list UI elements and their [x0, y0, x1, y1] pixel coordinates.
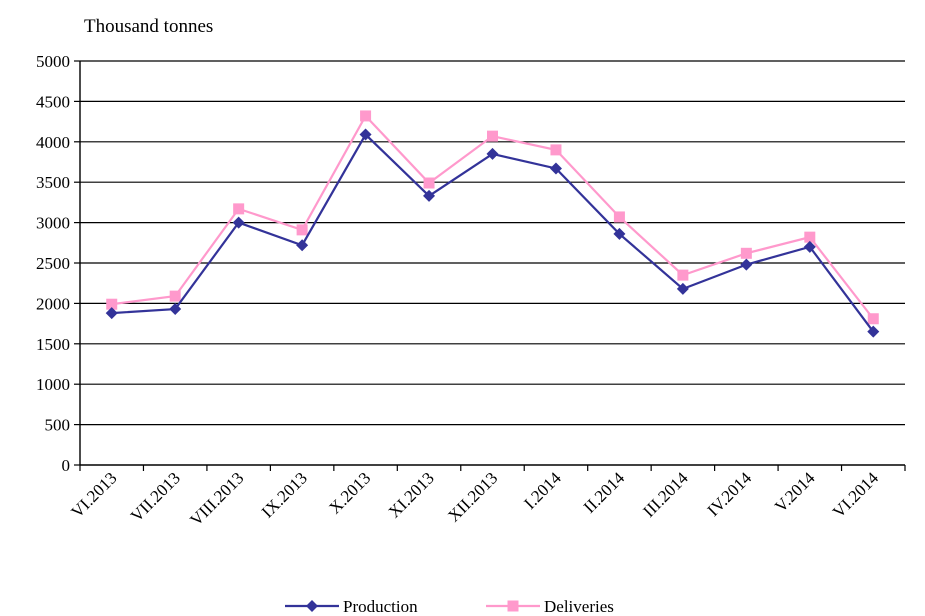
- legend-marker: [306, 600, 318, 612]
- data-point: [232, 216, 245, 229]
- x-tick-label: I.2014: [520, 468, 565, 513]
- data-point: [296, 224, 308, 236]
- y-tick-label: 2500: [36, 254, 70, 273]
- data-point: [296, 239, 309, 252]
- series-line: [111, 114, 875, 320]
- data-point: [105, 307, 118, 320]
- data-point: [169, 290, 181, 302]
- data-point: [740, 247, 752, 259]
- x-tick-label: VIII.2013: [186, 468, 247, 529]
- x-tick-label: II.2014: [580, 468, 629, 517]
- y-tick-label: 2000: [36, 294, 70, 313]
- axes: [74, 60, 906, 471]
- x-tick-label: III.2014: [639, 468, 692, 521]
- data-point: [423, 177, 435, 189]
- y-tick-label: 0: [62, 456, 71, 475]
- x-tick-label: XII.2013: [444, 468, 501, 525]
- x-tick-labels: VI.2013 VII.2013 VIII.2013 IX.2013 X.2013 XI.…: [67, 468, 882, 530]
- y-tick-label: 1500: [36, 335, 70, 354]
- data-point: [549, 162, 562, 175]
- x-tick-label: V.2014: [771, 468, 819, 516]
- y-tick-label: 3000: [36, 214, 70, 233]
- data-point: [676, 282, 689, 295]
- data-point: [740, 258, 753, 271]
- x-tick-label: XI.2013: [385, 468, 438, 521]
- legend-label: Deliveries: [544, 597, 614, 616]
- x-tick-label: VII.2013: [127, 468, 184, 525]
- legend-label: Production: [343, 597, 418, 616]
- data-point: [423, 189, 436, 202]
- legend-item-production: Production: [285, 597, 418, 616]
- data-point: [233, 203, 245, 215]
- y-tick-labels: 0 500 1000 1500 2000 2500 3000 3500 4000 4500 5000: [36, 52, 70, 475]
- gridlines: [80, 60, 905, 426]
- data-point: [677, 269, 689, 281]
- data-point: [106, 298, 118, 310]
- data-point: [867, 313, 879, 325]
- x-tick-label: X.2013: [325, 468, 374, 517]
- x-tick-label: VI.2013: [67, 468, 120, 521]
- data-point: [613, 227, 626, 240]
- legend: Production Deliveries: [285, 597, 614, 616]
- data-point: [487, 130, 498, 142]
- y-unit-label: Thousand tonnes: [84, 16, 213, 37]
- x-tick-label: VI.2014: [829, 468, 883, 522]
- data-point: [550, 144, 562, 156]
- series-production: [105, 128, 880, 338]
- data-point: [804, 231, 816, 243]
- x-tick-label: IX.2013: [258, 468, 311, 521]
- series-line: [111, 132, 875, 333]
- data-point: [613, 211, 625, 223]
- y-tick-label: 4500: [36, 92, 70, 111]
- data-point: [486, 147, 499, 160]
- data-point: [359, 128, 372, 141]
- series: [105, 110, 880, 338]
- y-tick-label: 4000: [36, 133, 70, 152]
- x-tick-label: IV.2014: [704, 468, 756, 520]
- legend-marker: [507, 600, 519, 612]
- y-tick-label: 1000: [36, 375, 70, 394]
- legend-item-deliveries: Deliveries: [486, 597, 614, 616]
- series-deliveries: [106, 110, 879, 325]
- y-tick-label: 3500: [36, 173, 70, 192]
- data-point: [803, 240, 816, 253]
- data-point: [169, 303, 182, 316]
- data-point: [867, 325, 880, 338]
- data-point: [360, 110, 372, 122]
- y-tick-label: 5000: [36, 52, 70, 71]
- y-tick-label: 500: [45, 416, 71, 435]
